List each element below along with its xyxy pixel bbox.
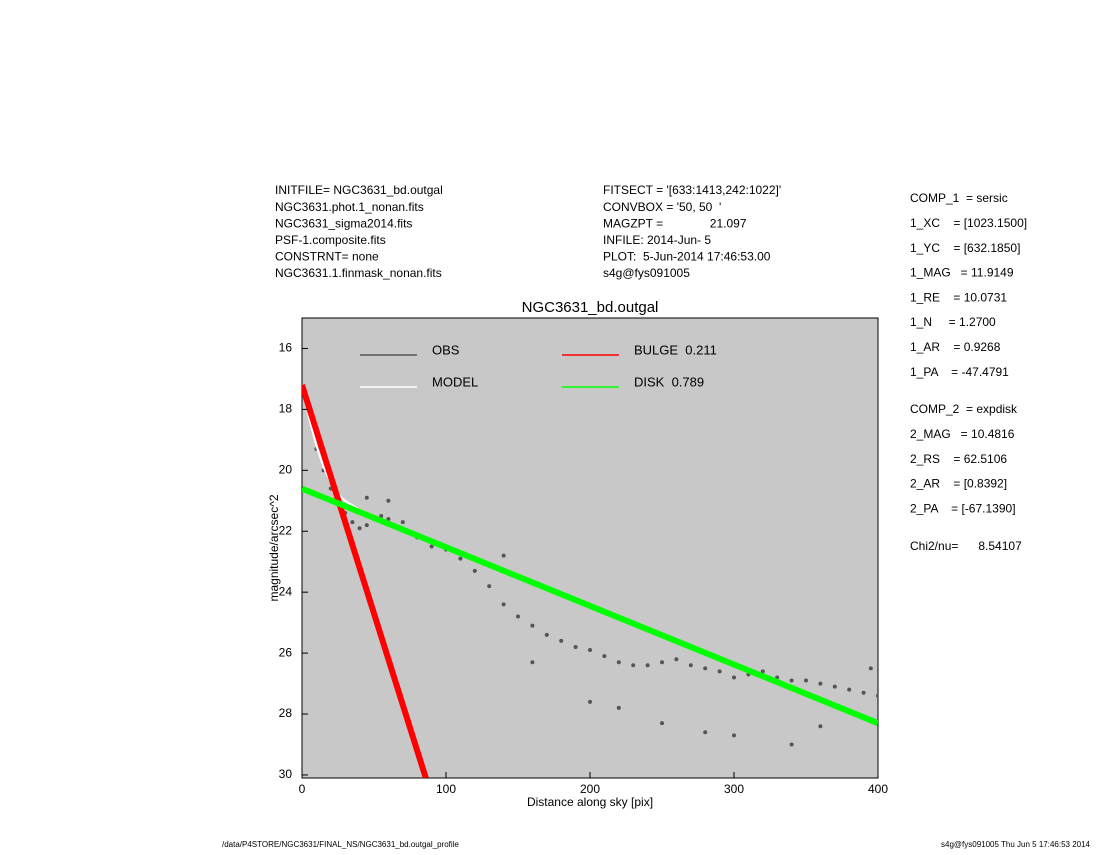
obs-point (386, 498, 391, 503)
obs-point (588, 648, 592, 653)
param-line: COMP_1 = sersic (910, 191, 1008, 205)
obs-point (386, 517, 391, 522)
header-line: CONSTRNT= none (275, 250, 379, 264)
y-axis-label: magnitude/arcsec^2 (267, 494, 281, 601)
obs-point (379, 514, 384, 519)
obs-point (364, 495, 369, 500)
x-tick-label: 300 (724, 782, 744, 796)
param-line: 1_XC = [1023.1500] (910, 216, 1027, 230)
obs-point (487, 584, 492, 589)
obs-point (703, 730, 708, 735)
obs-point (868, 666, 873, 671)
legend-label: MODEL (432, 374, 478, 389)
obs-point (516, 614, 520, 619)
y-tick-label: 18 (279, 402, 293, 416)
y-tick-label: 24 (279, 584, 293, 598)
obs-point (760, 669, 765, 674)
obs-point (847, 687, 852, 692)
obs-point (364, 523, 369, 528)
obs-point (616, 705, 621, 710)
obs-point (818, 681, 823, 686)
legend-label: BULGE 0.211 (634, 342, 717, 357)
x-tick-label: 400 (868, 782, 888, 796)
header-line: MAGZPT = 21.097 (603, 216, 747, 230)
obs-point (631, 663, 636, 668)
obs-point (660, 721, 664, 726)
header-line: PLOT: 5-Jun-2014 17:46:53.00 (603, 250, 771, 264)
obs-point (602, 654, 607, 659)
obs-point (472, 568, 477, 573)
component-band (302, 485, 878, 726)
param-line: 1_PA = -47.4791 (910, 365, 1009, 379)
y-tick-label: 26 (279, 645, 293, 659)
y-tick-label: 20 (279, 462, 293, 476)
obs-point (530, 660, 535, 665)
y-tick-label: 16 (279, 341, 293, 355)
header-line: INFILE: 2014-Jun- 5 (603, 233, 711, 247)
obs-point (429, 544, 434, 549)
header-line: PSF-1.composite.fits (275, 233, 386, 247)
obs-point (501, 602, 506, 607)
obs-point (544, 632, 549, 637)
obs-point (660, 660, 664, 665)
obs-point (458, 556, 463, 561)
param-line: COMP_2 = expdisk (910, 402, 1018, 416)
param-line: 1_RE = 10.0731 (910, 290, 1007, 304)
header-line: CONVBOX = '50, 50 ' (603, 200, 721, 214)
param-line: 2_MAG = 10.4816 (910, 427, 1015, 441)
obs-point (501, 553, 506, 558)
obs-point (350, 520, 355, 525)
obs-point (573, 645, 578, 650)
legend-label: DISK 0.789 (634, 374, 704, 389)
footer-right: s4g@fys091005 Thu Jun 5 17:46:53 2014 (941, 840, 1091, 849)
obs-point (717, 669, 722, 674)
obs-point (616, 660, 621, 665)
plot-marks (302, 384, 878, 778)
legend-label: OBS (432, 342, 460, 357)
param-line: 1_N = 1.2700 (910, 315, 996, 329)
header-line: NGC3631.1.finmask_nonan.fits (275, 266, 442, 280)
obs-point (588, 699, 592, 704)
header-line: NGC3631_sigma2014.fits (275, 216, 412, 230)
obs-point (688, 663, 693, 668)
obs-point (357, 526, 362, 531)
param-line: 2_PA = [-67.1390] (910, 501, 1016, 515)
footer-left: /data/P4STORE/NGC3631/FINAL_NS/NGC3631_b… (222, 840, 459, 849)
y-tick-label: 28 (279, 706, 293, 720)
param-line: 1_MAG = 11.9149 (910, 266, 1014, 280)
obs-point (530, 623, 535, 628)
obs-point (400, 520, 405, 525)
obs-point (789, 742, 794, 747)
obs-point (732, 675, 736, 680)
x-tick-label: 100 (436, 782, 456, 796)
chi-line: Chi2/nu= 8.54107 (910, 539, 1022, 553)
header-line: INITFILE= NGC3631_bd.outgal (275, 183, 443, 197)
x-tick-label: 200 (580, 782, 600, 796)
y-tick-label: 30 (279, 767, 293, 781)
header-line: FITSECT = '[633:1413,242:1022]' (603, 183, 781, 197)
param-line: 2_AR = [0.8392] (910, 477, 1007, 491)
header-line: s4g@fys091005 (603, 266, 690, 280)
obs-point (674, 657, 679, 662)
component-band (302, 384, 429, 778)
obs-point (804, 678, 808, 683)
y-tick-label: 22 (279, 523, 293, 537)
obs-point (559, 638, 564, 643)
obs-point (832, 684, 837, 689)
obs-point (876, 693, 878, 698)
header-line: NGC3631.phot.1_nonan.fits (275, 200, 424, 214)
obs-point (861, 690, 866, 695)
param-line: 2_RS = 62.5106 (910, 452, 1007, 466)
x-tick-label: 0 (299, 782, 306, 796)
obs-point (703, 666, 708, 671)
param-line: 1_AR = 0.9268 (910, 340, 1001, 354)
chart-title: NGC3631_bd.outgal (522, 299, 659, 316)
param-line: 1_YC = [632.1850] (910, 241, 1020, 255)
obs-point (645, 663, 650, 668)
obs-point (732, 733, 736, 738)
x-axis-label: Distance along sky [pix] (527, 795, 653, 809)
obs-point (818, 724, 823, 729)
obs-point (789, 678, 794, 683)
